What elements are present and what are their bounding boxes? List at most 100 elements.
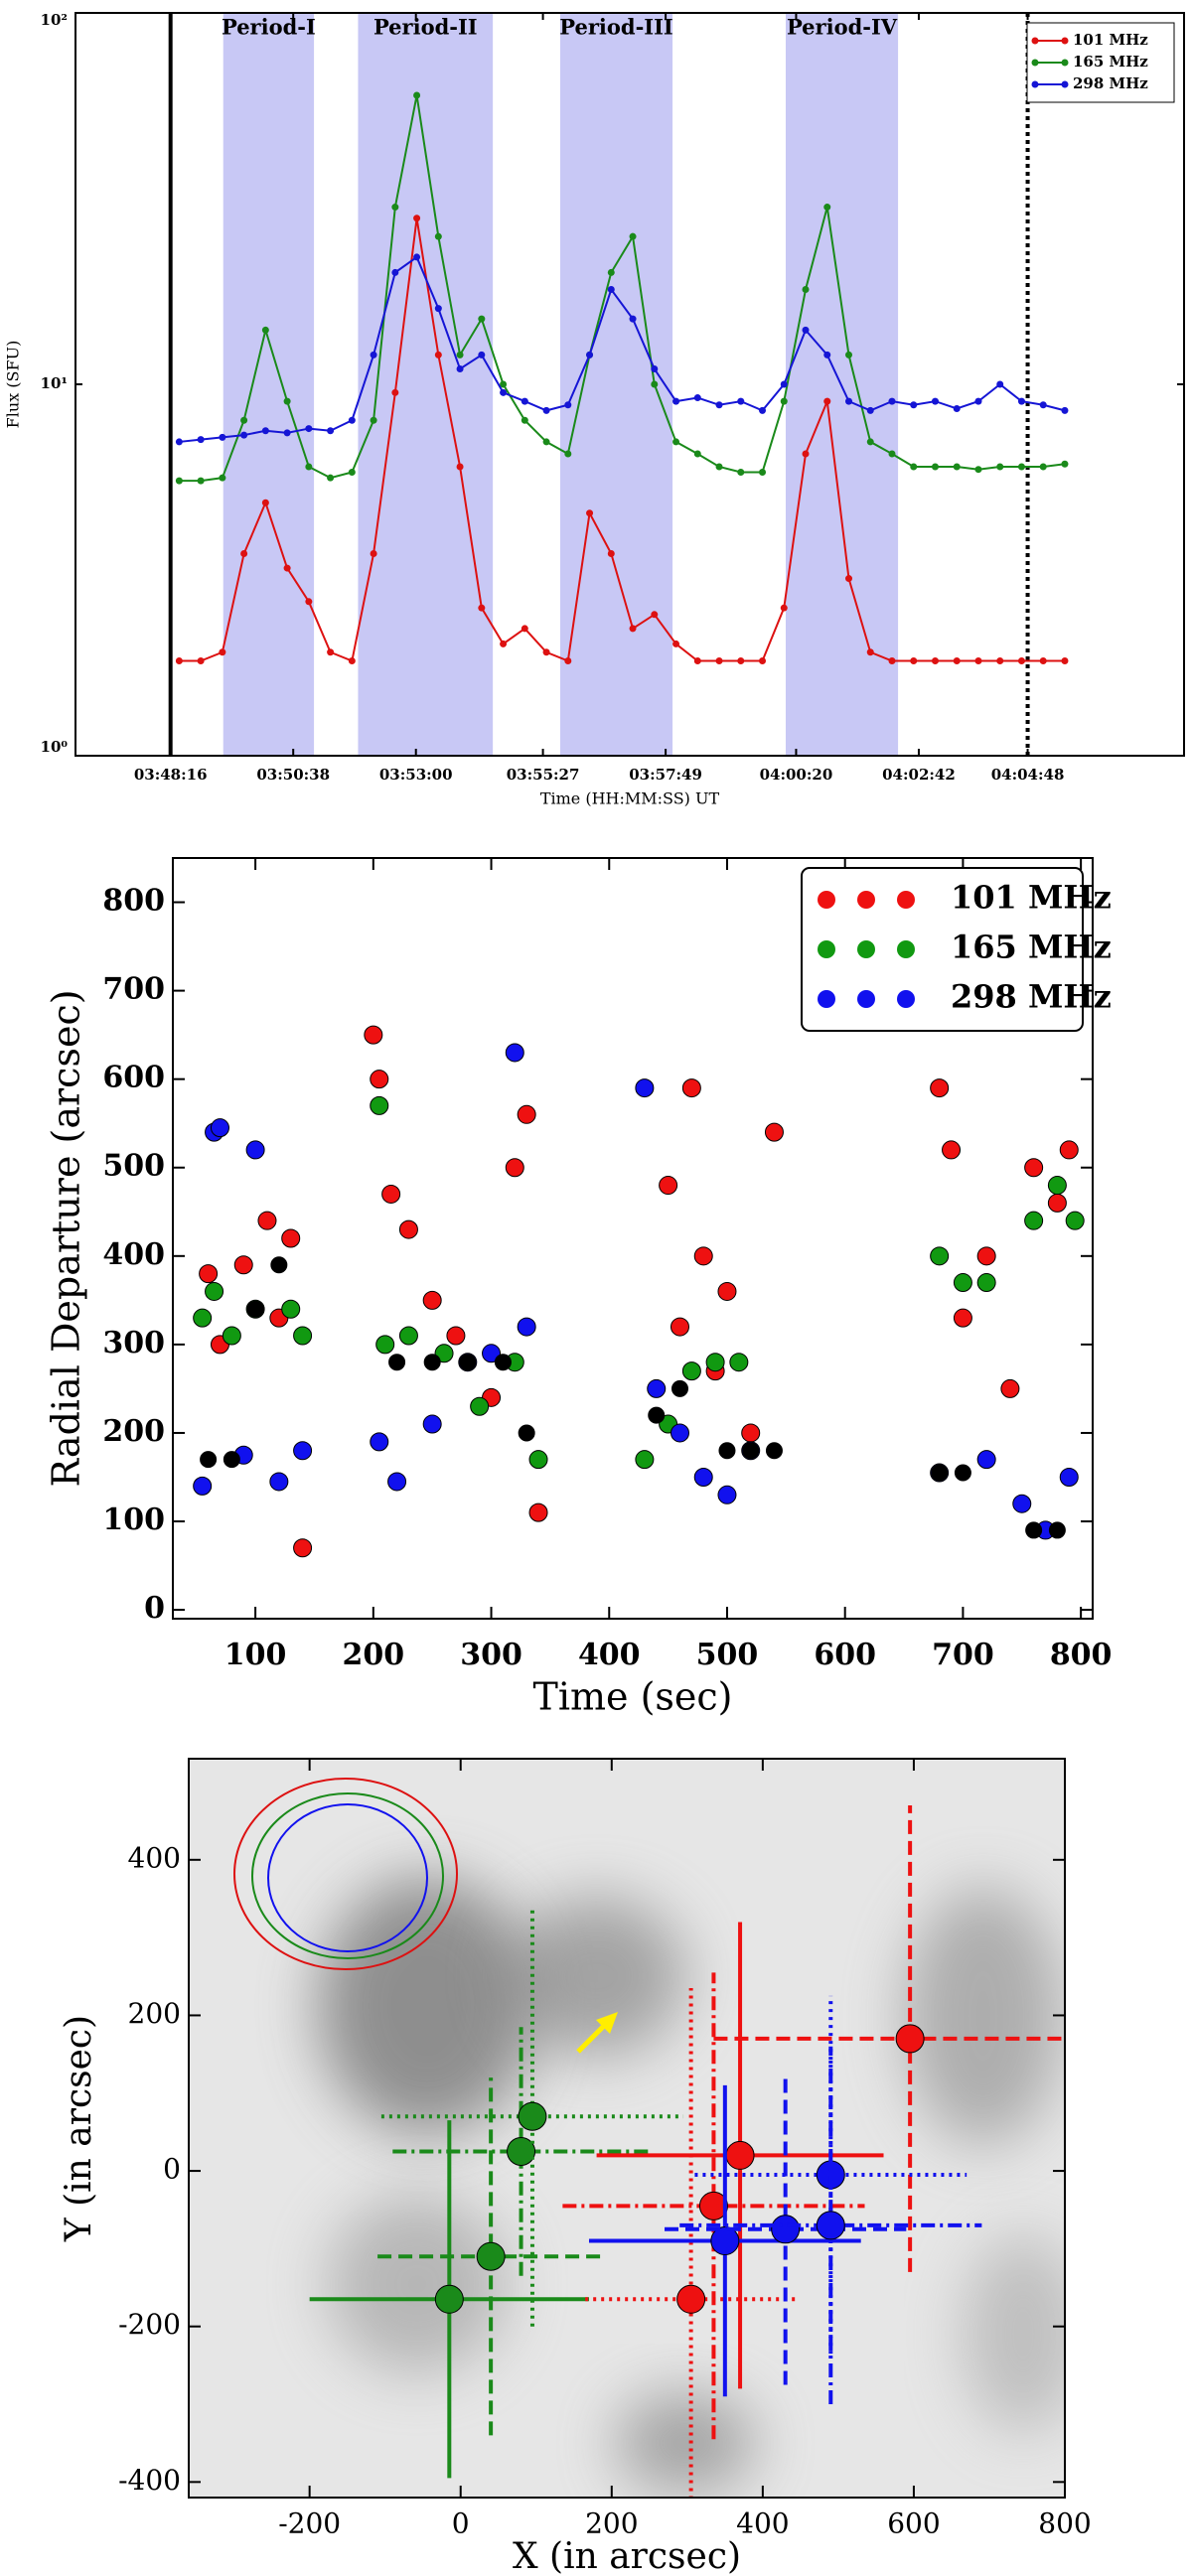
point bbox=[764, 1122, 784, 1142]
x-tick-label: -200 bbox=[278, 2507, 341, 2540]
point bbox=[459, 1354, 477, 1371]
point bbox=[446, 1326, 466, 1346]
point bbox=[391, 204, 399, 212]
x-tick-label: 400 bbox=[736, 2507, 789, 2540]
point bbox=[670, 1317, 689, 1337]
point bbox=[771, 2215, 801, 2244]
point bbox=[500, 388, 508, 396]
point bbox=[910, 657, 918, 665]
legend-label: 298 MHz bbox=[951, 978, 1112, 1016]
point bbox=[715, 401, 723, 409]
legend-swatch bbox=[818, 990, 835, 1008]
y-tick-label: 200 bbox=[102, 1414, 165, 1449]
point bbox=[197, 657, 205, 665]
point bbox=[715, 657, 723, 665]
point bbox=[1017, 397, 1025, 405]
point bbox=[759, 468, 767, 476]
point bbox=[607, 286, 615, 294]
y-tick-label: 600 bbox=[102, 1061, 165, 1095]
y-tick-label: 300 bbox=[102, 1326, 165, 1360]
period-label: Period-IV bbox=[787, 15, 898, 40]
x-tick-label: 700 bbox=[932, 1638, 994, 1672]
point bbox=[175, 477, 183, 485]
point bbox=[478, 604, 486, 612]
point bbox=[693, 450, 701, 458]
point bbox=[434, 351, 442, 358]
point bbox=[845, 351, 853, 358]
legend-swatch bbox=[818, 891, 835, 909]
point bbox=[866, 406, 874, 414]
point bbox=[270, 1256, 288, 1274]
point bbox=[293, 1441, 313, 1461]
point bbox=[413, 215, 421, 222]
x-tick-label: 04:00:20 bbox=[760, 766, 833, 784]
y-tick-label: 0 bbox=[144, 1591, 165, 1626]
point bbox=[802, 450, 810, 458]
point bbox=[888, 397, 896, 405]
beam-ellipse bbox=[267, 1803, 428, 1952]
x-axis-label: Time (HH:MM:SS) UT bbox=[540, 789, 720, 808]
point bbox=[281, 1299, 301, 1319]
y-tick-label: 10² bbox=[41, 11, 68, 29]
point bbox=[729, 1353, 749, 1372]
point bbox=[348, 468, 356, 476]
point bbox=[802, 326, 810, 334]
point bbox=[348, 657, 356, 665]
y-tick-label: 400 bbox=[128, 1841, 181, 1874]
point bbox=[564, 450, 572, 458]
x-axis-label: Time (sec) bbox=[532, 1675, 732, 1719]
point bbox=[245, 1140, 265, 1160]
legend-swatch bbox=[818, 940, 835, 958]
point bbox=[518, 2101, 547, 2131]
point bbox=[996, 380, 1004, 388]
point bbox=[505, 1043, 524, 1063]
x-tick-label: 500 bbox=[696, 1638, 759, 1672]
point bbox=[1039, 463, 1047, 471]
legend-swatch bbox=[1031, 37, 1039, 45]
point bbox=[759, 657, 767, 665]
point bbox=[647, 1378, 667, 1398]
arrow-head bbox=[596, 2012, 618, 2034]
point bbox=[954, 1464, 971, 1482]
series-line bbox=[179, 255, 1066, 443]
point bbox=[780, 604, 788, 612]
x-tick-label: 400 bbox=[578, 1638, 641, 1672]
point bbox=[717, 1281, 737, 1301]
point bbox=[586, 509, 594, 517]
point bbox=[737, 468, 745, 476]
point bbox=[281, 1228, 301, 1248]
x-tick-label: 03:48:16 bbox=[134, 766, 208, 784]
point bbox=[422, 1290, 442, 1310]
point bbox=[391, 268, 399, 276]
point bbox=[542, 438, 550, 446]
point bbox=[1000, 1378, 1020, 1398]
x-tick-label: 200 bbox=[585, 2507, 638, 2540]
y-tick-label: 500 bbox=[102, 1149, 165, 1184]
point bbox=[261, 499, 269, 506]
point bbox=[1065, 1211, 1085, 1230]
point bbox=[434, 2284, 464, 2314]
point bbox=[681, 1361, 701, 1381]
point bbox=[233, 1255, 253, 1275]
legend-box bbox=[801, 867, 1084, 1032]
legend-label: 298 MHz bbox=[1073, 74, 1148, 92]
period-label: Period-II bbox=[373, 15, 478, 40]
point bbox=[1012, 1494, 1032, 1513]
point bbox=[564, 401, 572, 409]
point bbox=[240, 550, 248, 558]
point bbox=[564, 657, 572, 665]
point bbox=[370, 1070, 389, 1089]
point bbox=[199, 1264, 219, 1284]
point bbox=[974, 466, 982, 474]
point bbox=[1061, 460, 1069, 468]
point bbox=[246, 1300, 264, 1318]
point bbox=[659, 1176, 678, 1196]
point bbox=[974, 657, 982, 665]
point bbox=[517, 1317, 536, 1337]
legend-swatch bbox=[857, 990, 875, 1008]
beam-ellipse bbox=[251, 1792, 444, 1959]
y-tick-label: 0 bbox=[163, 2153, 181, 2186]
x-tick-label: 600 bbox=[887, 2507, 940, 2540]
point bbox=[681, 1078, 701, 1098]
